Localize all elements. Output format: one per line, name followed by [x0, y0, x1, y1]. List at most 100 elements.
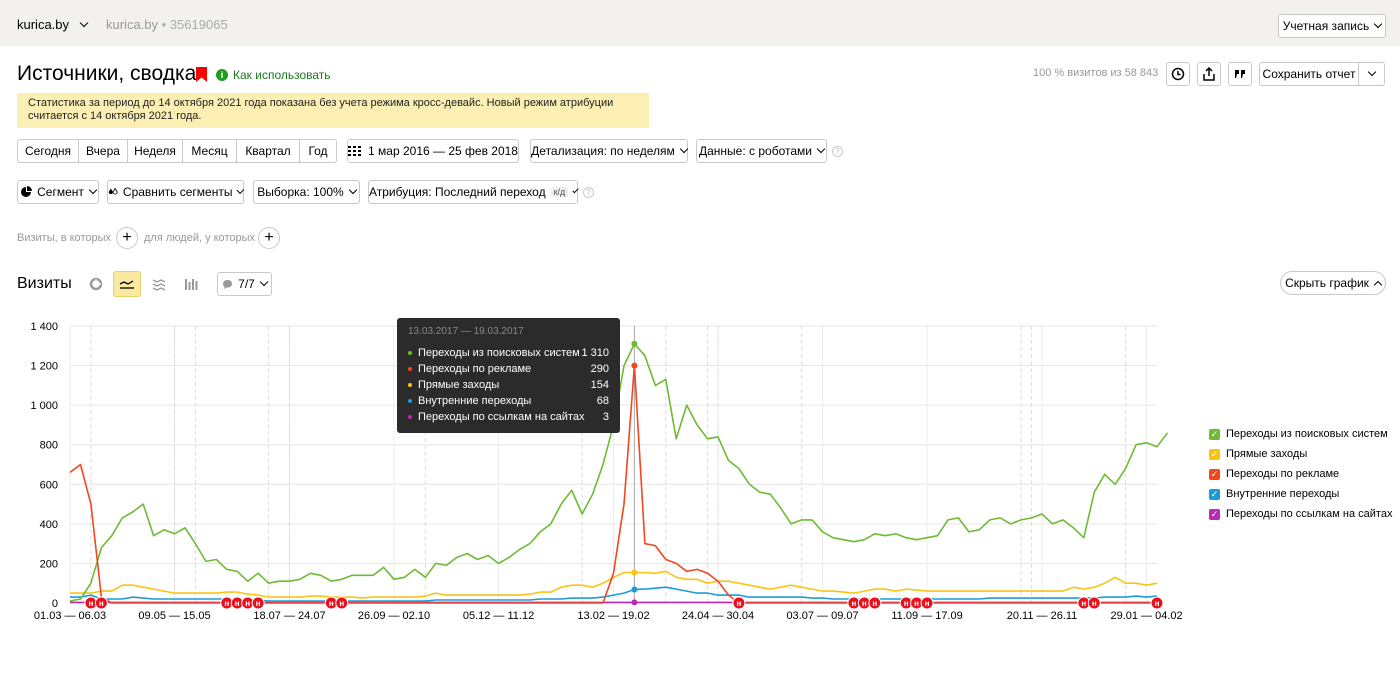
y-tick-label: 600: [40, 479, 58, 491]
bar-chart-view-button[interactable]: [180, 273, 202, 295]
help-icon[interactable]: ?: [583, 187, 594, 198]
save-report-menu-button[interactable]: [1358, 62, 1385, 86]
area-chart-view-button[interactable]: [148, 273, 170, 295]
period-week[interactable]: Неделя: [127, 139, 183, 163]
annotation-marker[interactable]: н: [1087, 596, 1101, 610]
period-selector: Сегодня Вчера Неделя Месяц Квартал Год: [17, 139, 337, 163]
notice-line-2: считается с 14 октября 2021 года.: [28, 110, 202, 122]
annotation-marker[interactable]: н: [324, 596, 338, 610]
checkbox-icon: ✓: [1209, 428, 1220, 440]
period-quarter[interactable]: Квартал: [236, 139, 300, 163]
help-icon[interactable]: ?: [832, 146, 843, 157]
account-button[interactable]: Учетная запись: [1278, 14, 1386, 38]
tooltip-row: Внутренние переходы 68: [408, 393, 609, 409]
annotation-marker[interactable]: н: [868, 596, 882, 610]
series-dot: [408, 383, 412, 387]
date-range-button[interactable]: 1 мар 2016 — 25 фев 2018: [347, 139, 519, 163]
attribution-notice: Статистика за период до 14 октября 2021 …: [17, 93, 649, 128]
x-tick-label: 24.04 — 30.04: [682, 610, 754, 622]
legend-item-direct[interactable]: ✓ Прямые заходы: [1209, 448, 1308, 460]
checkbox-icon: ✓: [1209, 488, 1220, 500]
svg-text:н: н: [329, 599, 334, 608]
plus-icon: +: [122, 229, 132, 246]
export-icon: [1203, 67, 1215, 81]
x-tick-label: 20.11 — 26.11: [1007, 610, 1078, 622]
export-button[interactable]: [1197, 62, 1221, 86]
legend-item-ads[interactable]: ✓ Переходы по рекламе: [1209, 468, 1340, 480]
visits-condition-label: Визиты, в которых: [17, 232, 111, 244]
legend-item-links[interactable]: ✓ Переходы по ссылкам на сайтах: [1209, 508, 1393, 520]
annotations-count: 7/7: [238, 277, 255, 291]
svg-text:н: н: [99, 599, 104, 608]
y-tick-label: 0: [52, 598, 58, 610]
compare-segments-dropdown[interactable]: Сравнить сегменты: [107, 180, 245, 204]
y-tick-label: 1 400: [30, 321, 58, 333]
series-dot: [408, 399, 412, 403]
history-button[interactable]: [1166, 62, 1190, 86]
compare-label: Сравнить сегменты: [122, 185, 233, 199]
series-line-direct: [70, 570, 1158, 599]
annotation-marker[interactable]: н: [94, 596, 108, 610]
hover-point: [631, 340, 638, 347]
line-chart-icon: [119, 280, 134, 289]
period-today[interactable]: Сегодня: [17, 139, 79, 163]
legend-item-internal[interactable]: ✓ Внутренние переходы: [1209, 488, 1340, 500]
chevron-down-icon: [348, 185, 357, 195]
series-dot: [408, 351, 412, 355]
y-tick-label: 200: [40, 558, 58, 570]
counter-id: 35619065: [169, 17, 228, 32]
plus-icon: +: [264, 229, 274, 246]
help-link[interactable]: i Как использовать: [216, 68, 331, 82]
chart-legend: ✓ Переходы из поисковых систем ✓ Прямые за…: [1209, 424, 1392, 524]
save-report-label: Сохранить отчет: [1262, 67, 1356, 81]
share-button[interactable]: [1228, 62, 1252, 86]
x-tick-label: 29.01 — 04.02: [1110, 610, 1182, 622]
account-button-label: Учетная запись: [1282, 19, 1370, 33]
pie-chart-view-button[interactable]: [85, 273, 107, 295]
visits-share: 100 % визитов из 58 843: [1033, 67, 1159, 79]
comment-icon: [223, 279, 233, 289]
annotations-dropdown[interactable]: 7/7: [217, 272, 272, 296]
sample-dropdown[interactable]: Выборка: 100%: [253, 180, 360, 204]
line-chart-view-button[interactable]: [113, 271, 141, 297]
annotation-marker[interactable]: н: [920, 596, 934, 610]
detail-dropdown[interactable]: Детализация: по неделям: [530, 139, 689, 163]
annotation-marker[interactable]: н: [230, 596, 244, 610]
y-tick-label: 400: [40, 519, 58, 531]
legend-item-search[interactable]: ✓ Переходы из поисковых систем: [1209, 428, 1388, 440]
checkbox-icon: ✓: [1209, 508, 1220, 520]
attribution-dropdown[interactable]: Атрибуция: Последний переход к/д: [368, 180, 579, 204]
checkbox-icon: ✓: [1209, 468, 1220, 480]
svg-text:н: н: [1081, 599, 1086, 608]
x-tick-label: 26.09 — 02.10: [358, 610, 430, 622]
period-month[interactable]: Месяц: [182, 139, 237, 163]
svg-text:н: н: [235, 599, 240, 608]
period-yesterday[interactable]: Вчера: [78, 139, 128, 163]
svg-text:н: н: [914, 599, 919, 608]
annotation-marker[interactable]: н: [335, 596, 349, 610]
cross-device-badge: к/д: [550, 187, 569, 197]
x-tick-label: 13.02 — 19.02: [577, 610, 649, 622]
add-people-condition-button[interactable]: +: [258, 227, 280, 249]
chart-title: Визиты: [17, 275, 72, 292]
save-report-button[interactable]: Сохранить отчет: [1259, 62, 1359, 86]
sample-label: Выборка: 100%: [257, 185, 344, 199]
x-tick-label: 18.07 — 24.07: [253, 610, 325, 622]
hide-chart-button[interactable]: Скрыть график: [1280, 271, 1386, 295]
annotation-marker[interactable]: н: [1150, 596, 1164, 610]
svg-text:н: н: [1092, 599, 1097, 608]
counter-info: kurica.by • 35619065: [106, 17, 228, 32]
annotation-marker[interactable]: н: [732, 596, 746, 610]
segment-dropdown[interactable]: Сегмент: [17, 180, 99, 204]
add-visit-condition-button[interactable]: +: [116, 227, 138, 249]
compare-icon: [108, 187, 118, 195]
annotation-marker[interactable]: н: [251, 596, 265, 610]
data-dropdown[interactable]: Данные: с роботами: [696, 139, 827, 163]
period-year[interactable]: Год: [299, 139, 337, 163]
site-selector[interactable]: kurica.by: [17, 17, 89, 32]
pie-chart-icon: [89, 277, 103, 291]
bookmark-icon[interactable]: [196, 67, 207, 82]
chevron-down-icon: [572, 186, 579, 194]
chevron-down-icon: [679, 144, 689, 154]
svg-text:н: н: [737, 599, 742, 608]
